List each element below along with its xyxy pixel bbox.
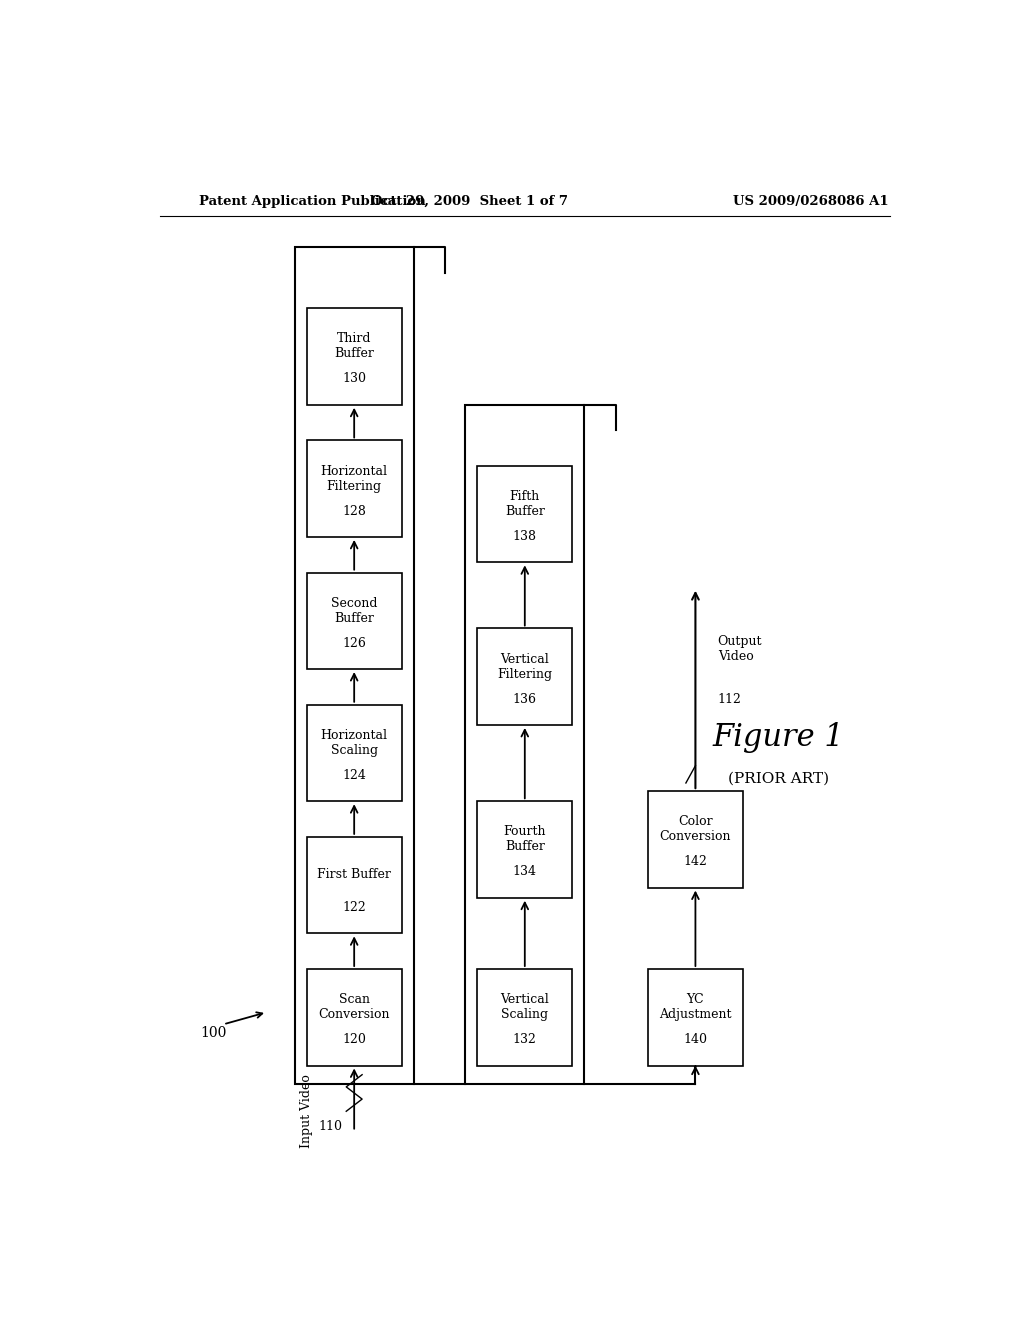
- Text: Horizontal
Scaling: Horizontal Scaling: [321, 729, 388, 756]
- Text: 126: 126: [342, 636, 367, 649]
- Text: Oct. 29, 2009  Sheet 1 of 7: Oct. 29, 2009 Sheet 1 of 7: [371, 194, 567, 207]
- Text: 134: 134: [513, 866, 537, 878]
- Text: 124: 124: [342, 768, 367, 781]
- Text: 120: 120: [342, 1034, 367, 1047]
- Bar: [306, 837, 401, 933]
- Text: 110: 110: [318, 1121, 342, 1133]
- Text: 130: 130: [342, 372, 367, 385]
- Bar: [306, 705, 401, 801]
- Text: 112: 112: [718, 693, 741, 706]
- Bar: [306, 969, 401, 1065]
- Text: Scan
Conversion: Scan Conversion: [318, 993, 390, 1022]
- Bar: [306, 573, 401, 669]
- Text: 122: 122: [342, 902, 366, 913]
- Text: Output
Video: Output Video: [718, 635, 762, 663]
- Bar: [648, 969, 743, 1065]
- Bar: [306, 309, 401, 405]
- Text: Input Video: Input Video: [300, 1074, 313, 1148]
- Text: 100: 100: [201, 1026, 227, 1040]
- Text: Patent Application Publication: Patent Application Publication: [200, 194, 426, 207]
- Text: 138: 138: [513, 531, 537, 543]
- Text: Horizontal
Filtering: Horizontal Filtering: [321, 465, 388, 492]
- Text: Fourth
Buffer: Fourth Buffer: [504, 825, 546, 854]
- Bar: [477, 466, 572, 562]
- Text: 136: 136: [513, 693, 537, 706]
- Text: 142: 142: [683, 855, 708, 869]
- Text: Second
Buffer: Second Buffer: [331, 597, 378, 624]
- Text: Figure 1: Figure 1: [713, 722, 845, 754]
- Text: 132: 132: [513, 1034, 537, 1047]
- Bar: [477, 969, 572, 1065]
- Text: Vertical
Scaling: Vertical Scaling: [501, 993, 549, 1022]
- Bar: [306, 441, 401, 537]
- Bar: [477, 628, 572, 725]
- Text: 140: 140: [683, 1034, 708, 1047]
- Text: Fifth
Buffer: Fifth Buffer: [505, 490, 545, 517]
- Text: Color
Conversion: Color Conversion: [659, 816, 731, 843]
- Text: US 2009/0268086 A1: US 2009/0268086 A1: [733, 194, 888, 207]
- Text: (PRIOR ART): (PRIOR ART): [728, 771, 829, 785]
- Text: First Buffer: First Buffer: [317, 869, 391, 882]
- Text: 128: 128: [342, 504, 367, 517]
- Text: YC
Adjustment: YC Adjustment: [659, 993, 732, 1022]
- Bar: [648, 791, 743, 887]
- Bar: [465, 405, 585, 1084]
- Text: Third
Buffer: Third Buffer: [334, 333, 374, 360]
- Bar: [477, 801, 572, 898]
- Bar: [295, 247, 414, 1084]
- Text: Vertical
Filtering: Vertical Filtering: [498, 652, 552, 681]
